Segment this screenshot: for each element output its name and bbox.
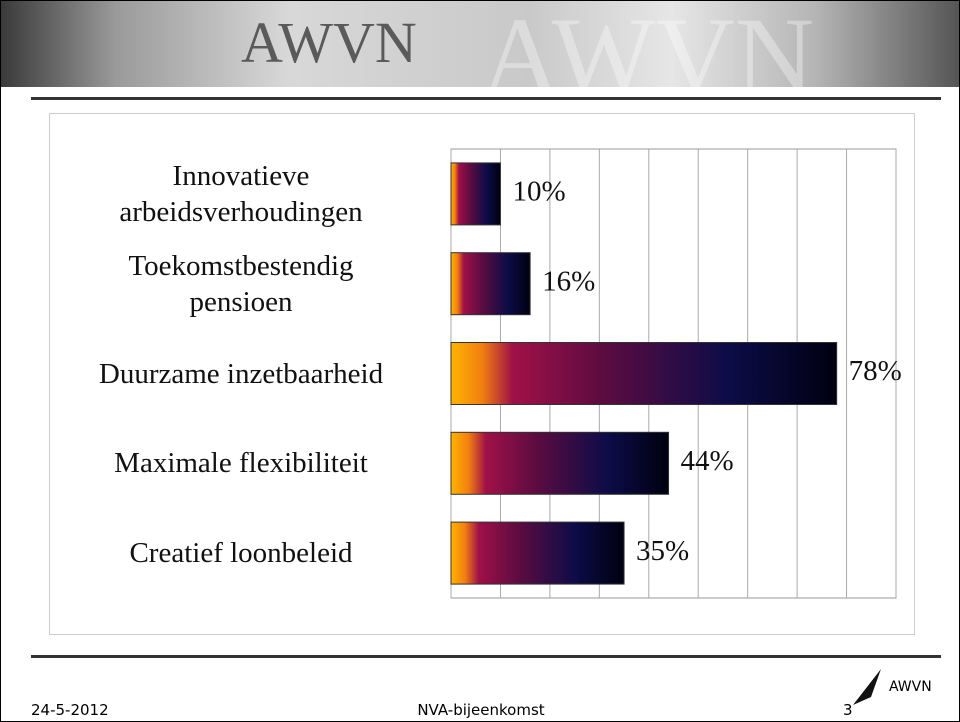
category-label: Creatief loonbeleid	[51, 535, 431, 571]
footer-date: 24-5-2012	[31, 701, 109, 719]
bar	[451, 163, 500, 225]
footer-logo-mark	[851, 667, 891, 707]
category-label: Maximale flexibiliteit	[51, 445, 431, 481]
value-label: 35%	[636, 535, 689, 567]
bar	[451, 343, 837, 405]
footer-logo: AWVN	[889, 679, 932, 695]
value-label: 78%	[849, 355, 902, 387]
bar	[451, 522, 624, 584]
slide: AWVN AWVN 10%16%78%44%35% Innovatieve ar…	[0, 0, 960, 722]
category-label: Innovatieve arbeidsverhoudingen	[51, 158, 431, 230]
bar	[451, 253, 530, 315]
footer-title: NVA-bijeenkomst	[381, 701, 581, 719]
bar	[451, 432, 669, 494]
category-label: Duurzame inzetbaarheid	[51, 356, 431, 392]
value-label: 10%	[512, 176, 565, 208]
value-label: 44%	[681, 445, 734, 477]
footer-rule	[31, 655, 941, 658]
category-label: Toekomstbestendig pensioen	[51, 248, 431, 320]
value-label: 16%	[542, 265, 595, 297]
